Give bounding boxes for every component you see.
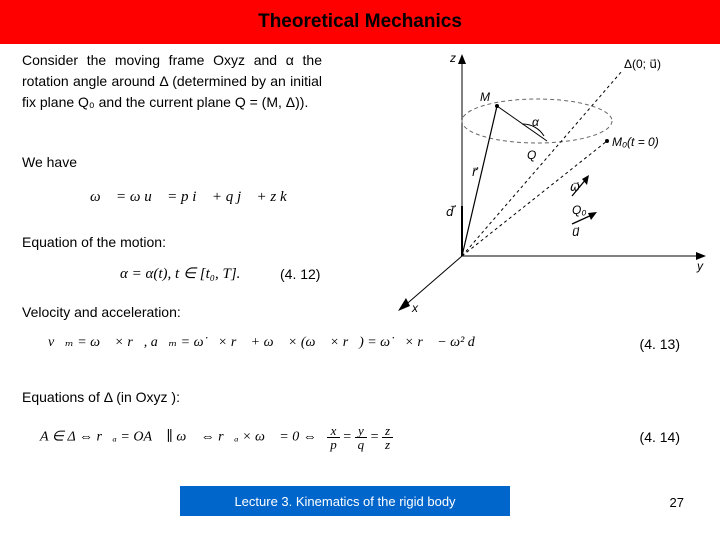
equation-number-4-13: (4. 13) bbox=[640, 336, 680, 352]
fraction-x-p: x p bbox=[327, 424, 340, 451]
content-area: Consider the moving frame Oxyz and α the… bbox=[0, 44, 720, 64]
label-x-axis: x bbox=[411, 301, 419, 315]
label-r: r⃗ bbox=[472, 165, 479, 179]
label-omega: ω⃗ bbox=[570, 180, 580, 194]
title-bar: Theoretical Mechanics bbox=[0, 0, 720, 44]
we-have-label: We have bbox=[22, 154, 77, 170]
label-m: M bbox=[480, 90, 490, 104]
intro-paragraph: Consider the moving frame Oxyz and α the… bbox=[22, 50, 322, 113]
label-q: Q bbox=[527, 148, 536, 162]
heading-equation-motion: Equation of the motion: bbox=[22, 234, 166, 250]
equation-number-4-14: (4. 14) bbox=[640, 429, 680, 445]
label-alpha: α bbox=[532, 115, 540, 129]
footer-bar: Lecture 3. Kinematics of the rigid body bbox=[180, 486, 510, 516]
equation-4-13: v⃗ₘ = ω⃗ × r⃗, a⃗ₘ = ω̇⃗ × r⃗ + ω⃗ × (ω⃗… bbox=[48, 334, 486, 351]
label-delta: Δ(0; u⃗) bbox=[624, 57, 661, 71]
fraction-y-q: y q bbox=[355, 424, 368, 451]
equation-4-14: A ∈ Δ ⇔ r⃗ₐ = OA⃗ ∥ ω⃗ ⇔ r⃗ₐ × ω⃗ = 0 ⇔ … bbox=[40, 424, 393, 451]
heading-equations-delta: Equations of Δ (in Oxyz ): bbox=[22, 389, 180, 405]
equation-omega: ω⃗ = ω u⃗ = p i⃗ + q j⃗ + z k⃗ bbox=[90, 189, 298, 206]
page-title: Theoretical Mechanics bbox=[258, 11, 462, 33]
fraction-z-z: z z bbox=[382, 424, 393, 451]
label-d: d⃗ bbox=[446, 205, 456, 219]
footer-text: Lecture 3. Kinematics of the rigid body bbox=[234, 494, 455, 509]
label-z-axis: z bbox=[449, 51, 456, 65]
eq4-lhs: A ∈ Δ ⇔ r⃗ₐ = OA⃗ ∥ ω⃗ ⇔ r⃗ₐ × ω⃗ = 0 ⇔ bbox=[40, 430, 317, 445]
label-m0: M₀(t = 0) bbox=[612, 135, 659, 149]
equation-number-4-12: (4. 12) bbox=[280, 266, 320, 282]
equation-4-12: α = α(t), t ∈ [t₀, T]. bbox=[120, 264, 240, 283]
page-number: 27 bbox=[670, 495, 684, 510]
label-y-axis: y bbox=[696, 259, 704, 273]
label-u: u⃗ bbox=[572, 225, 580, 239]
kinematics-diagram: z y x Δ(0; u⃗) M M₀(t = 0) α Q Q₀ r⃗ d⃗ … bbox=[372, 46, 712, 316]
label-q0: Q₀ bbox=[572, 203, 586, 217]
heading-velocity-acceleration: Velocity and acceleration: bbox=[22, 304, 181, 320]
